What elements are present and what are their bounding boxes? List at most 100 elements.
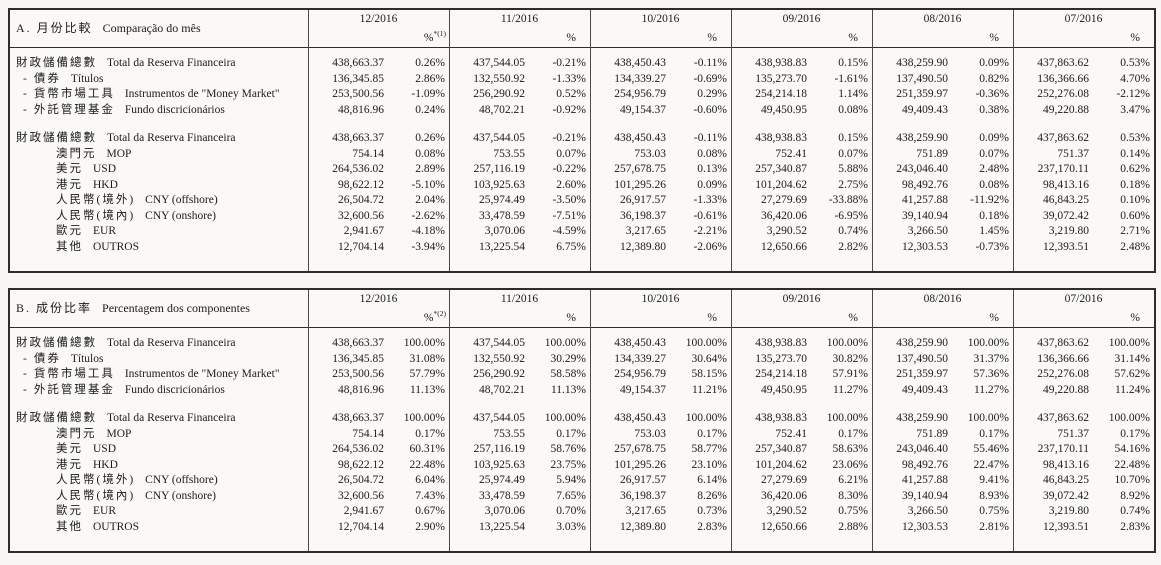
percent-cell: 2.83% (1120, 520, 1150, 533)
value-cell: 257,340.87 (755, 443, 807, 455)
percent-cell: 0.08% (979, 178, 1009, 191)
value-cell: 26,504.72 (338, 194, 384, 206)
data-cell-group: 438,259.90 0.09% (872, 131, 1013, 147)
value-cell: 36,198.37 (620, 489, 666, 502)
row-label: 財政儲備總數 Total da Reserva Financeira (10, 131, 308, 147)
row-label-zh: 財政儲備總數 (16, 57, 97, 69)
percent-cell: 0.52% (556, 88, 586, 100)
data-cell-group: 753.55 0.17% (449, 427, 590, 443)
value-cell: 252,276.08 (1037, 88, 1089, 100)
row-label: 歐元 EUR (10, 224, 308, 240)
value-cell: 751.89 (916, 147, 948, 160)
table-section-1: 財政儲備總數 Total da Reserva Financeira 438,663… (10, 336, 1154, 398)
row-label-pt: MOP (106, 427, 132, 440)
table-row: 港元 HKD 98,622.12 -5.10% 103,925.63 2.60% 101,2… (10, 178, 1154, 194)
table-row: - 貨幣市場工具 Instrumentos de "Money Market" 253… (10, 367, 1154, 383)
percent-cell: 2.04% (415, 194, 445, 206)
value-cell: 257,116.19 (473, 163, 525, 175)
data-cell-group: 49,409.43 0.38% (872, 103, 1013, 119)
row-label: 人民幣(境外) CNY (offshore) (10, 193, 308, 209)
table-title-pt: Percentagem dos componentes (102, 301, 250, 315)
row-label-zh: 人民幣(境內) (56, 209, 136, 222)
row-label: 財政儲備總數 Total da Reserva Financeira (10, 56, 308, 72)
row-label: 澳門元 MOP (10, 147, 308, 163)
percent-cell: 23.06% (832, 458, 868, 471)
data-cell-group: 33,478.59 7.65% (449, 489, 590, 505)
data-cell-group: 751.37 0.17% (1013, 427, 1154, 443)
value-cell: 751.37 (1057, 427, 1089, 440)
percent-cell: 10.70% (1114, 474, 1150, 486)
value-cell: 437,863.62 (1037, 57, 1089, 69)
percent-cell: 0.73% (697, 505, 727, 517)
value-cell: 98,492.76 (902, 458, 948, 471)
value-cell: 46,843.25 (1043, 474, 1089, 486)
value-cell: 3,219.80 (1048, 505, 1089, 517)
percent-cell: 3.47% (1120, 103, 1150, 116)
data-cell-group: 3,070.06 0.70% (449, 504, 590, 520)
value-cell: 257,678.75 (614, 163, 666, 175)
percent-cell: 100.00% (544, 412, 586, 424)
percent-cell: 0.17% (697, 427, 727, 440)
percent-cell: 0.26% (415, 132, 445, 144)
percent-cell: 2.82% (838, 240, 868, 253)
data-cell-group: 438,259.90 100.00% (872, 411, 1013, 427)
row-label-pt: MOP (106, 147, 132, 160)
percent-cell: 8.92% (1120, 489, 1150, 502)
value-cell: 254,956.79 (614, 88, 666, 100)
row-label-pt: Instrumentos de "Money Market" (124, 88, 280, 100)
row-label: 人民幣(境內) CNY (onshore) (10, 209, 308, 225)
percent-cell: -0.22% (552, 163, 586, 175)
value-cell: 49,409.43 (902, 383, 948, 396)
month-header-group: 10/2016% (590, 10, 731, 47)
table-title-zh: B. 成份比率 (16, 301, 93, 315)
table-row: 美元 USD 264,536.02 60.31% 257,116.19 58.76% 257… (10, 442, 1154, 458)
value-cell: 33,478.59 (479, 489, 525, 502)
data-cell-group: 26,917.57 -1.33% (590, 193, 731, 209)
data-cell-group: 48,702.21 -0.92% (449, 103, 590, 119)
value-cell: 753.03 (634, 427, 666, 440)
data-cell-group: 438,663.37 0.26% (308, 131, 449, 147)
data-cell-group: 754.14 0.17% (308, 427, 449, 443)
percent-cell: 0.53% (1120, 57, 1150, 69)
value-cell: 12,303.53 (902, 520, 948, 533)
data-cell-group: 751.89 0.17% (872, 427, 1013, 443)
data-cell-group: 437,863.62 100.00% (1013, 336, 1154, 352)
value-cell: 251,359.97 (896, 88, 948, 100)
data-cell-group: 12,393.51 2.83% (1013, 520, 1154, 536)
percent-cell: 0.17% (979, 427, 1009, 440)
value-cell: 438,450.43 (614, 412, 666, 424)
row-label-pt: Total da Reserva Financeira (107, 132, 236, 144)
data-cell-group: 257,678.75 58.77% (590, 442, 731, 458)
data-cell-group: 752.41 0.07% (731, 147, 872, 163)
data-cell-group: 237,170.11 0.62% (1013, 162, 1154, 178)
data-cell-group: 253,500.56 57.79% (308, 367, 449, 383)
row-label-pt: CNY (onshore) (145, 489, 216, 502)
data-cell-group: 49,154.37 11.21% (590, 383, 731, 399)
value-cell: 12,389.80 (620, 240, 666, 253)
percent-sign: % (989, 32, 999, 44)
percent-cell: 7.43% (415, 489, 445, 502)
row-label-pt: Fundo discricionários (124, 103, 225, 116)
value-cell: 12,704.14 (338, 240, 384, 253)
data-cell-group: 252,276.08 57.62% (1013, 367, 1154, 383)
value-cell: 254,956.79 (614, 368, 666, 380)
month-header-group: 11/2016% (449, 10, 590, 47)
data-cell-group: 49,154.37 -0.60% (590, 103, 731, 119)
percent-cell: 57.36% (973, 368, 1009, 380)
row-label-pt: Instrumentos de "Money Market" (124, 368, 280, 380)
percent-cell: 0.26% (415, 57, 445, 69)
value-cell: 49,220.88 (1043, 103, 1089, 116)
percent-cell: 2.48% (979, 163, 1009, 175)
row-label-pt: EUR (93, 505, 116, 517)
value-cell: 264,536.02 (332, 163, 384, 175)
row-label-pt: Total da Reserva Financeira (107, 337, 236, 349)
percent-cell: -0.92% (552, 103, 586, 116)
value-cell: 753.55 (493, 147, 525, 160)
table-row: - 債券 Títulos 136,345.85 2.86% 132,550.92 -1.33… (10, 72, 1154, 88)
value-cell: 46,843.25 (1043, 194, 1089, 206)
value-cell: 753.03 (634, 147, 666, 160)
value-cell: 3,290.52 (766, 505, 807, 517)
percent-cell: -11.92% (970, 194, 1009, 206)
row-label-pt: Total da Reserva Financeira (107, 57, 236, 69)
percent-cell: 5.88% (838, 163, 868, 175)
